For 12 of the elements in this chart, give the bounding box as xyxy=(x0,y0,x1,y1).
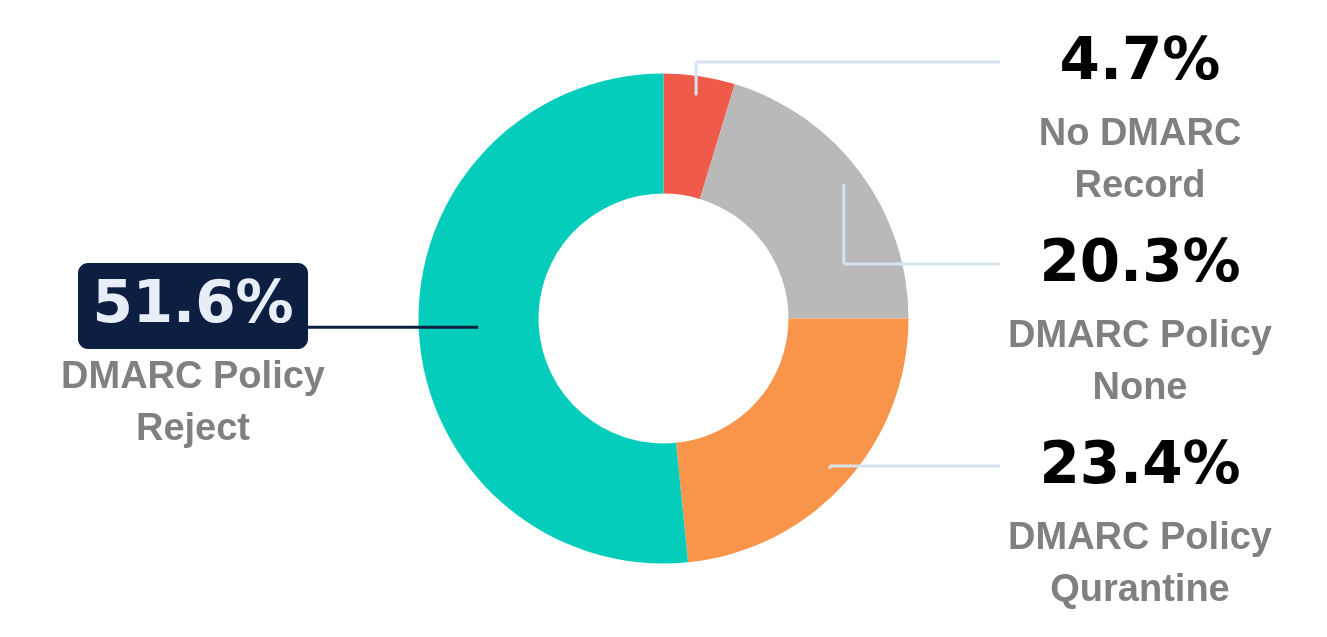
data-label: 4.7% xyxy=(1059,25,1221,93)
data-label: 20.3% xyxy=(1039,227,1241,295)
slice-label: No DMARC Record xyxy=(1038,111,1242,205)
data-label: 23.4% xyxy=(1039,429,1241,497)
donut-slice xyxy=(699,84,909,319)
donut-slice xyxy=(418,73,689,564)
slice-label: DMARC Policy Reject xyxy=(61,354,325,448)
slice-label: DMARC Policy Qurantine xyxy=(1008,515,1272,609)
slice-label: DMARC Policy None xyxy=(1008,313,1272,407)
donut-slice xyxy=(663,73,735,199)
donut-slice xyxy=(676,318,909,563)
data-label: 51.6% xyxy=(92,268,294,336)
